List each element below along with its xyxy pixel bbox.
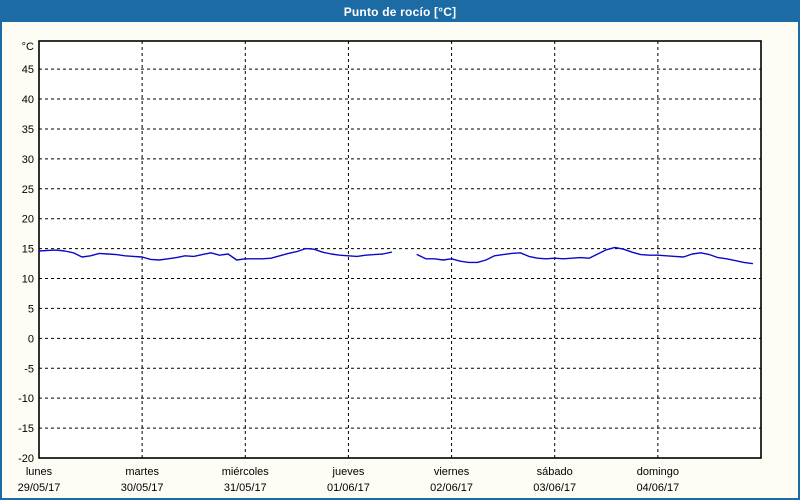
plot-border [38, 40, 762, 459]
x-day-label: viernes [434, 466, 470, 478]
x-date-label: 30/05/17 [121, 482, 164, 494]
y-tick-label: 25 [22, 184, 34, 196]
plot-area [39, 41, 761, 458]
x-day-label: martes [125, 466, 159, 478]
y-tick-label: 5 [28, 303, 34, 315]
y-tick-label: -15 [18, 423, 34, 435]
dew-point-line [38, 247, 393, 261]
y-tick-label: 20 [22, 214, 34, 226]
y-tick-label: 40 [22, 94, 34, 106]
y-tick-label: 30 [22, 154, 34, 166]
y-tick-label: 10 [22, 274, 34, 286]
x-day-label: sábado [537, 466, 573, 478]
x-date-label: 03/06/17 [533, 482, 576, 494]
dew-point-line [416, 246, 754, 265]
x-day-label: domingo [637, 466, 679, 478]
y-tick-label: -10 [18, 393, 34, 405]
x-day-label: miércoles [222, 466, 270, 478]
y-axis-unit: °C [22, 41, 34, 53]
x-date-label: 02/06/17 [430, 482, 473, 494]
x-day-label: jueves [332, 466, 365, 478]
y-tick-label: -5 [24, 363, 34, 375]
x-date-label: 31/05/17 [224, 482, 267, 494]
y-tick-label: 45 [22, 64, 34, 76]
y-tick-label: -20 [18, 453, 34, 465]
y-tick-label: 15 [22, 244, 34, 256]
x-date-label: 01/06/17 [327, 482, 370, 494]
chart-title: Punto de rocío [°C] [343, 5, 457, 19]
x-date-label: 04/06/17 [636, 482, 679, 494]
chart-title-bar: Punto de rocío [°C] [2, 2, 798, 22]
x-date-label: 29/05/17 [18, 482, 61, 494]
y-tick-label: 0 [28, 333, 34, 345]
y-tick-label: 35 [22, 124, 34, 136]
x-day-label: lunes [26, 466, 53, 478]
